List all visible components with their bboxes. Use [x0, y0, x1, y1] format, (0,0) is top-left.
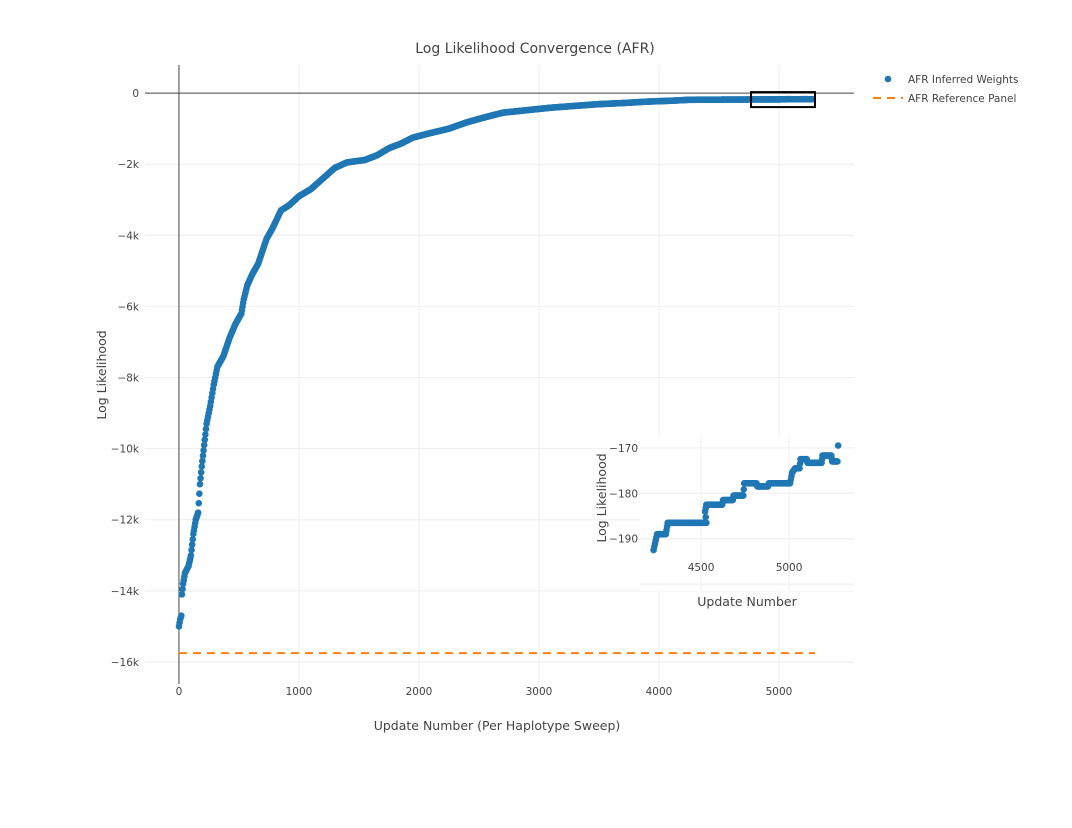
inset-data-point	[702, 513, 710, 521]
data-point	[178, 612, 185, 620]
data-point	[188, 541, 196, 548]
inset-data-point	[703, 519, 710, 527]
y-tick-label: −16k	[111, 657, 140, 669]
legend[interactable]: AFR Inferred Weights AFR Reference Panel	[873, 74, 1019, 105]
chart-title: Log Likelihood Convergence (AFR)	[415, 41, 655, 57]
x-tick-label: 1000	[286, 686, 313, 698]
legend-item-inferred-weights[interactable]: AFR Inferred Weights	[884, 74, 1019, 86]
data-point	[195, 499, 203, 507]
data-point	[196, 480, 204, 488]
data-point	[197, 474, 204, 482]
zoom-highlight-box	[750, 91, 816, 109]
data-point	[201, 436, 209, 444]
x-tick-label: 2000	[406, 686, 433, 698]
data-point	[202, 431, 209, 438]
inset-y-axis-label: Log Likelihood	[594, 453, 609, 542]
inset-data-point	[834, 442, 842, 449]
data-point	[200, 441, 208, 449]
data-point	[202, 425, 210, 433]
y-tick-label: −6k	[117, 301, 139, 313]
y-tick-label: −12k	[111, 515, 140, 527]
data-point	[188, 546, 195, 554]
inset-data-point	[740, 486, 748, 493]
inset-data-point	[740, 492, 747, 499]
inset-x-tick-label: 4500	[688, 562, 715, 574]
data-point	[179, 585, 186, 593]
y-tick-label: 0	[132, 88, 139, 100]
inset-y-tick-label: −180	[609, 488, 638, 500]
legend-label-inferred-weights: AFR Inferred Weights	[908, 74, 1019, 86]
main-plot-marks	[175, 91, 816, 655]
data-point	[199, 457, 206, 465]
inset-x-axis-label: Update Number	[697, 594, 797, 609]
inset-y-tick-label: −190	[609, 534, 638, 546]
data-point	[178, 591, 186, 598]
legend-marker-inferred-weights	[884, 75, 892, 83]
x-tick-label: 4000	[646, 686, 673, 698]
y-axis-label: Log Likelihood	[94, 330, 109, 419]
inset-data-point	[834, 458, 841, 465]
inset-y-tick-label: −170	[609, 443, 638, 455]
y-tick-label: −4k	[117, 230, 139, 242]
x-axis-label: Update Number (Per Haplotype Sweep)	[374, 718, 621, 733]
inset-plot: 4500 5000 −170 −180 −190	[609, 436, 854, 591]
data-point	[200, 447, 207, 454]
data-point	[196, 490, 203, 497]
x-tick-label: 5000	[766, 686, 793, 698]
x-tick-label: 0	[176, 686, 183, 698]
main-tick-labels: 0 1000 2000 3000 4000 5000 0 −2k −4k −6k −8k −10k −1…	[111, 88, 793, 698]
main-gridlines	[145, 65, 854, 684]
x-tick-label: 3000	[526, 686, 553, 698]
data-point	[198, 463, 206, 470]
data-point	[187, 551, 195, 559]
y-tick-label: −2k	[117, 159, 139, 171]
inset-x-tick-label: 5000	[776, 562, 803, 574]
data-point	[199, 452, 207, 460]
y-tick-label: −10k	[111, 444, 140, 456]
y-tick-label: −14k	[111, 586, 140, 598]
legend-label-reference-panel: AFR Reference Panel	[908, 93, 1016, 105]
legend-item-reference-panel[interactable]: AFR Reference Panel	[873, 93, 1016, 105]
data-point	[197, 469, 205, 476]
y-tick-label: −8k	[117, 373, 139, 385]
data-point	[189, 535, 197, 543]
data-point	[194, 509, 202, 516]
